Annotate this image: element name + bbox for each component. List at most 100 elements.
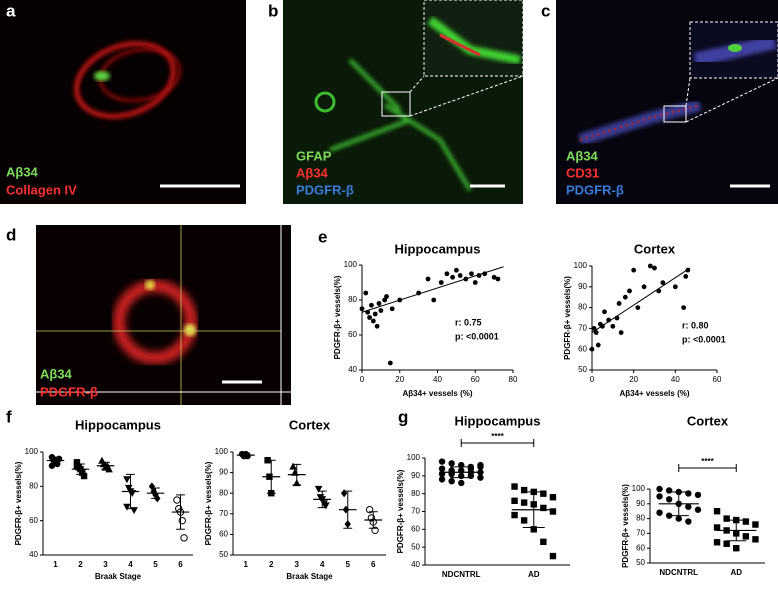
point [694,491,702,499]
panel-letter: d [6,225,16,244]
point [622,294,628,300]
point [382,297,388,303]
error-bar [668,491,689,517]
stain-label: Aβ34 [296,165,329,180]
point [652,265,657,271]
y-axis-label: PDGFR-β+ vessels(%) [333,275,342,359]
chart-title: Cortex [634,241,676,256]
point [80,472,88,480]
annotation: p: <0.0001 [455,331,499,341]
x-tick-label: 6 [371,560,376,569]
y-tick-label: 40 [411,560,420,569]
point [425,276,431,282]
point [123,503,131,511]
y-tick-label: 50 [411,542,420,551]
error-bar [368,511,378,529]
point [616,301,622,306]
point [384,294,389,299]
panel-letter: g [398,407,408,426]
x-tick-label: AD [730,568,742,577]
point [472,280,478,285]
point [627,288,632,294]
x-tick-label: 20 [395,375,404,384]
point [491,274,497,280]
error-bar [101,461,110,470]
y-tick-label: 80 [29,481,38,490]
y-tick-label: 90 [219,468,228,477]
panel-b: b GFAP Aβ34 PDGFR-β [268,0,524,204]
x-tick-label: 20 [629,375,638,384]
error-bar [726,519,747,542]
x-tick-label: 3 [295,560,300,569]
error-bar [241,452,251,458]
x-tick-label: 1 [53,560,58,569]
point [683,274,689,279]
x-tick-label: AD [528,570,540,579]
error-bar [292,463,302,486]
annotation: r: 0.80 [682,320,709,330]
point [635,305,641,310]
point [647,263,653,269]
y-tick-label: 60 [636,543,645,552]
point [511,497,518,504]
point [672,284,678,290]
x-tick-label: 2 [78,560,83,569]
x-tick-label: NDCNTRL [659,568,698,577]
point [694,506,702,513]
stain-label: Collagen IV [6,182,77,197]
point [713,539,721,546]
point [431,297,437,303]
x-tick-label: 2 [269,560,274,569]
point [665,496,673,503]
y-tick-label: 80 [636,514,645,523]
point [438,465,446,472]
x-tick-label: 60 [713,375,722,384]
y-tick-label: 80 [348,295,357,304]
x-tick-label: 0 [360,375,365,384]
x-tick-label: 5 [153,560,158,569]
significance-bracket [678,464,737,472]
point [549,552,557,560]
chart-title: Cortex [289,417,331,432]
point [438,280,444,285]
y-tick-label: 60 [219,530,228,539]
point [73,459,81,466]
point [389,306,395,312]
x-tick-label: 40 [671,375,680,384]
y-tick-label: 100 [215,447,229,456]
significance-bracket [460,439,535,447]
x-tick-label: 3 [103,560,108,569]
error-bar [266,459,276,494]
point [469,271,474,277]
x-tick-label: 5 [346,560,351,569]
point [363,290,369,296]
point [376,301,382,306]
y-axis-label: PDGFR-β+ vessels(%) [204,461,213,545]
point [178,516,186,525]
point [675,515,682,522]
y-tick-label: 60 [29,516,38,525]
point [520,486,528,494]
point [723,540,730,547]
point [752,521,759,528]
point [387,360,393,366]
panel-c: c Aβ34 CD31 PDGFR-β [541,0,778,204]
x-axis-label: Aβ34+ vessels (%) [402,389,472,398]
y-axis-label: PDGFR-β+ vessels(%) [563,276,572,360]
x-tick-label: 1 [244,560,249,569]
stain-label: PDGFR-β [296,182,354,197]
y-tick-label: 80 [219,488,228,497]
y-tick-label: 70 [636,529,645,538]
point [602,309,607,315]
panel-letter: f [6,407,12,426]
point [511,511,518,519]
point [752,536,759,543]
point [79,469,86,476]
stain-label: GFAP [296,148,332,163]
y-tick-label: 90 [411,471,420,480]
y-axis-label: PDGFR-β+ vessels(%) [396,469,405,553]
point [549,508,557,515]
y-tick-label: 80 [411,489,420,498]
error-bar [151,487,160,499]
